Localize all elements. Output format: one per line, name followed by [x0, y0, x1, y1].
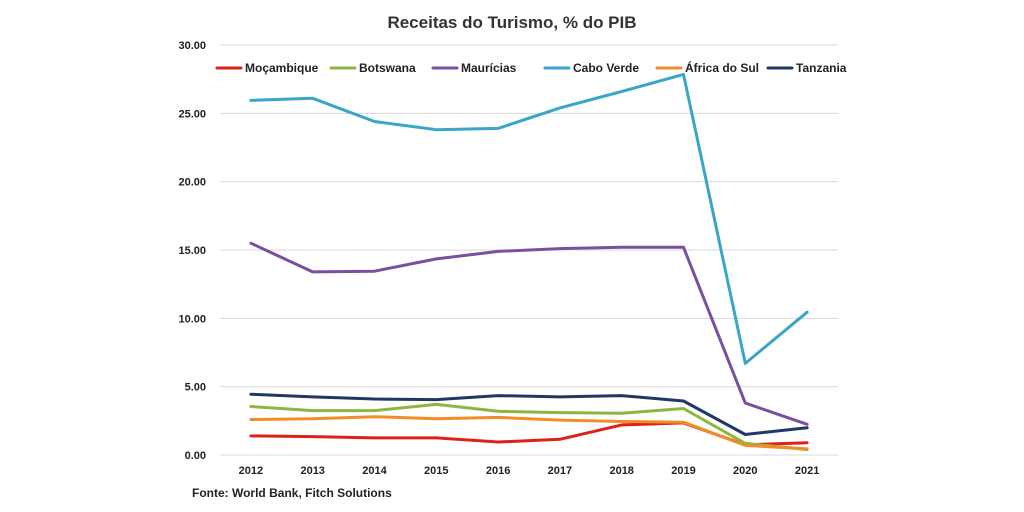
series-line-botswana [249, 402, 809, 451]
legend-label: Moçambique [245, 61, 319, 75]
x-tick-label: 2015 [424, 465, 448, 477]
y-tick-label: 15.00 [178, 245, 206, 257]
series-line-cabo-verde [249, 72, 809, 365]
y-tick-label: 30.00 [178, 40, 206, 52]
y-axis-ticks: 0.00 5.00 10.00 15.00 20.00 25.00 30.00 [178, 40, 206, 462]
series-line-maur-cias [249, 241, 809, 426]
x-tick-label: 2017 [548, 465, 572, 477]
legend-label: Tanzania [796, 61, 847, 75]
x-tick-label: 2018 [609, 465, 633, 477]
y-tick-label: 20.00 [178, 177, 206, 189]
legend-label: Cabo Verde [573, 61, 639, 75]
x-tick-label: 2016 [486, 465, 510, 477]
x-tick-label: 2020 [733, 465, 757, 477]
series-lines [249, 72, 809, 451]
series-line-tanzania [249, 392, 809, 436]
x-tick-label: 2014 [362, 465, 387, 477]
x-axis-ticks: 2012 2013 2014 2015 2016 2017 2018 2019 2020 2021 [239, 465, 820, 477]
x-tick-label: 2019 [671, 465, 695, 477]
y-tick-label: 5.00 [185, 382, 206, 394]
source-note: Fonte: World Bank, Fitch Solutions [192, 486, 392, 500]
x-tick-label: 2013 [300, 465, 324, 477]
x-tick-label: 2021 [795, 465, 819, 477]
legend-label: Maurícias [461, 61, 517, 75]
legend-label: Botswana [359, 61, 416, 75]
y-tick-label: 25.00 [178, 108, 206, 120]
legend: Moçambique Botswana Maurícias Cabo Verde Áfr… [215, 60, 847, 75]
x-tick-label: 2012 [239, 465, 263, 477]
series-line--frica-do-sul [249, 415, 809, 451]
y-tick-label: 0.00 [185, 450, 206, 462]
series-line-mo-ambique [249, 421, 809, 447]
grid-lines [220, 44, 838, 456]
y-tick-label: 10.00 [178, 313, 206, 325]
legend-label: África do Sul [685, 60, 759, 75]
chart-title: Receitas do Turismo, % do PIB [387, 13, 636, 32]
